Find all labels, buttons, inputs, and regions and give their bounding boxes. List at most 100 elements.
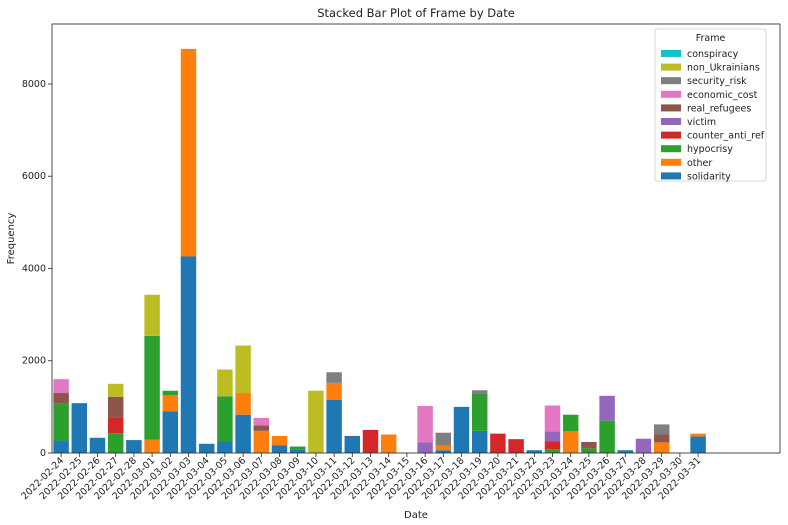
bar-segment-hypocrisy-2022-03-02: [162, 390, 179, 396]
bar-segment-solidarity-2022-03-18: [453, 406, 470, 453]
y-axis: 0 2000 4000 6000 8000: [22, 79, 52, 459]
bar-segment-solidarity-2022-02-24: [53, 440, 69, 453]
bar-segment-counter-anti-ref-2022-03-23: [544, 441, 561, 450]
bar-segment-victim-2022-03-26: [599, 395, 615, 421]
bar-segment-real-refugees-2022-02-27: [107, 396, 124, 418]
bar-segment-solidarity-2022-03-04: [198, 443, 215, 453]
bar-segment-economic-cost-2022-03-07: [253, 417, 270, 426]
bar-segment-counter-anti-ref-2022-03-21: [508, 439, 524, 453]
y-tick-label: 8000: [22, 79, 46, 90]
bar-segment-other-2022-03-01: [144, 439, 160, 453]
bar-segment-other-2022-03-08: [271, 435, 288, 446]
legend-label-non-Ukrainians: non_Ukrainians: [687, 63, 760, 74]
bar-segment-economic-cost-2022-03-16: [417, 405, 433, 443]
legend-swatch-non-Ukrainians: [661, 63, 681, 71]
legend-swatch-economic-cost: [661, 90, 681, 98]
bar-segment-economic-cost-2022-02-24: [53, 379, 69, 394]
legend-label-real-refugees: real_refugees: [687, 103, 751, 114]
bar-segment-non-Ukrainians-2022-03-05: [217, 369, 233, 397]
bar-segment-counter-anti-ref-2022-03-20: [490, 433, 506, 453]
bar-segment-security-risk-2022-03-29: [653, 424, 670, 435]
bar-segment-counter-anti-ref-2022-03-13: [362, 429, 379, 453]
bar-segment-real-refugees-2022-03-07: [253, 425, 270, 431]
bar-segment-solidarity-2022-02-25: [71, 403, 88, 453]
bar-segment-economic-cost-2022-03-23: [544, 405, 561, 432]
bar-segment-hypocrisy-2022-03-09: [289, 446, 306, 450]
legend-swatch-other: [661, 158, 681, 166]
bar-segment-other-2022-03-24: [562, 431, 579, 453]
bar-segment-real-refugees-2022-02-24: [53, 393, 69, 404]
legend-label-economic-cost: economic_cost: [687, 90, 758, 101]
legend-label-counter-anti-ref: counter_anti_ref: [687, 131, 765, 142]
bar-segment-security-risk-2022-03-17: [435, 432, 452, 446]
bar-segment-other-2022-03-11: [326, 382, 342, 400]
bar-segment-solidarity-2022-02-26: [89, 437, 106, 453]
legend-label-conspiracy: conspiracy: [687, 49, 739, 60]
bar-segment-hypocrisy-2022-02-27: [107, 433, 124, 453]
bar-segment-other-2022-03-14: [380, 434, 397, 453]
y-tick-label: 2000: [22, 356, 46, 367]
bar-segment-solidarity-2022-03-19: [471, 430, 488, 453]
legend-swatch-conspiracy: [661, 50, 681, 57]
y-tick-label: 6000: [22, 171, 46, 182]
bar-segment-solidarity-2022-03-03: [180, 256, 197, 453]
bar-segment-other-2022-03-29: [653, 442, 670, 453]
legend-label-victim: victim: [687, 117, 716, 128]
bar-segment-hypocrisy-2022-03-23: [544, 449, 561, 453]
bar-segment-victim-2022-03-16: [417, 442, 433, 453]
bar-segment-solidarity-2022-03-06: [235, 414, 251, 453]
bar-segment-non-Ukrainians-2022-03-01: [144, 294, 160, 336]
legend-label-other: other: [687, 158, 712, 169]
bar-segment-hypocrisy-2022-03-26: [599, 420, 615, 453]
legend-swatch-solidarity: [661, 172, 681, 180]
y-tick-label: 0: [40, 448, 46, 459]
legend-swatch-victim: [661, 118, 681, 125]
bar-segment-real-refugees-2022-03-29: [653, 434, 670, 443]
bar-segment-other-2022-03-06: [235, 393, 251, 415]
bar-segment-non-Ukrainians-2022-02-27: [107, 383, 124, 397]
bar-segment-solidarity-2022-03-09: [289, 449, 306, 453]
y-axis-label: Frequency: [6, 213, 17, 265]
bar-segment-hypocrisy-2022-03-24: [562, 414, 579, 432]
bar-segment-non-Ukrainians-2022-03-06: [235, 345, 251, 394]
legend-swatch-hypocrisy: [661, 145, 681, 153]
x-axis-label: Date: [404, 510, 428, 521]
bars-group: [53, 48, 706, 453]
bar-segment-hypocrisy-2022-03-01: [144, 335, 160, 440]
y-tick-label: 4000: [22, 263, 46, 274]
legend-box: [654, 28, 767, 182]
bar-segment-hypocrisy-2022-02-24: [53, 403, 69, 441]
bar-segment-hypocrisy-2022-03-25: [581, 448, 597, 453]
bar-segment-solidarity-2022-03-27: [617, 450, 634, 453]
plot-frame: [51, 23, 781, 454]
legend-label-hypocrisy: hypocrisy: [687, 144, 733, 155]
bar-segment-solidarity-2022-03-05: [217, 441, 233, 453]
bar-segment-non-Ukrainians-2022-03-10: [308, 390, 324, 453]
legend-label-security-risk: security_risk: [687, 76, 747, 87]
legend: Frame conspiracy non_Ukrainians security_ri…: [654, 28, 767, 182]
legend-label-solidarity: solidarity: [687, 171, 731, 182]
legend-swatch-real-refugees: [661, 104, 681, 112]
bar-segment-solidarity-2022-03-02: [162, 411, 179, 453]
bar-segment-solidarity-2022-03-12: [344, 435, 361, 453]
bar-segment-other-2022-03-31: [690, 433, 706, 437]
bar-segment-solidarity-2022-02-28: [126, 440, 142, 453]
legend-swatch-security-risk: [661, 77, 681, 85]
bar-segment-hypocrisy-2022-03-19: [471, 393, 488, 431]
bar-segment-victim-2022-03-23: [544, 431, 561, 442]
bar-segment-security-risk-2022-03-19: [471, 390, 488, 394]
bar-segment-security-risk-2022-03-11: [326, 372, 342, 383]
bar-segment-counter-anti-ref-2022-02-27: [107, 417, 124, 434]
legend-title: Frame: [696, 33, 726, 44]
bar-segment-hypocrisy-2022-03-05: [217, 396, 233, 442]
legend-swatch-counter-anti-ref: [661, 131, 681, 139]
bar-segment-solidarity-2022-03-17: [435, 450, 452, 453]
bar-segment-other-2022-03-07: [253, 430, 270, 453]
x-axis: 2022-02-242022-02-252022-02-262022-02-27…: [19, 453, 703, 502]
bar-segment-other-2022-03-02: [162, 395, 179, 412]
bar-segment-other-2022-03-03: [180, 48, 197, 257]
bar-segment-real-refugees-2022-03-25: [581, 441, 597, 449]
chart-title: Stacked Bar Plot of Frame by Date: [317, 6, 515, 20]
